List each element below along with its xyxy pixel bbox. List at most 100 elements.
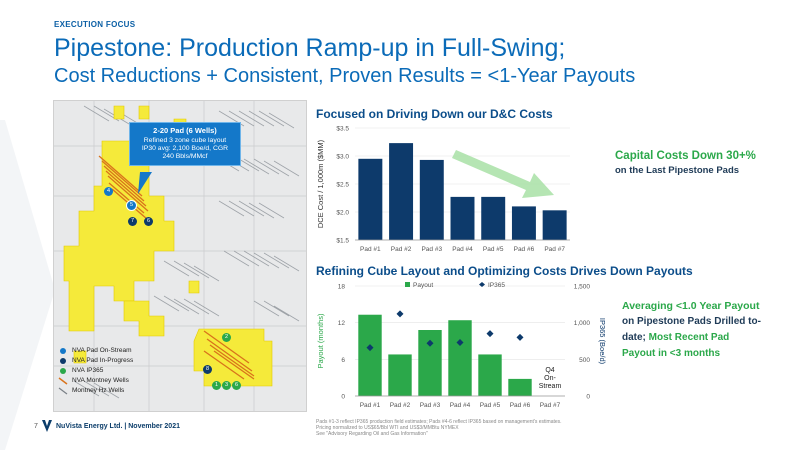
pad-marker-label: 6 — [144, 217, 153, 226]
legend-item: NVA Pad On-Stream — [58, 346, 133, 356]
payout-chart: 0 6 12 18 0 500 1,000 1,500 Payout (months) IP365… — [316, 282, 607, 409]
ip365-marker — [396, 310, 404, 318]
chart1-title: Focused on Driving Down our D&C Costs — [316, 107, 553, 121]
map-legend: NVA Pad On-Stream NVA Pad In-Progress NV… — [58, 346, 133, 396]
legend-label: NVA IP365 — [72, 367, 104, 374]
x-tick-label: Pad #1 — [360, 246, 381, 253]
annotation-line: on Pipestone Pads Drilled to- — [622, 316, 761, 327]
y-tick-label: $3.5 — [336, 126, 349, 133]
annotation-line: Payout in <3 months — [622, 348, 721, 359]
y-tick-label-left: 6 — [341, 357, 345, 364]
x-tick-label: Pad #7 — [540, 402, 561, 409]
callout-line: Refined 3 zone cube layout — [143, 137, 227, 144]
chart1-annotation: Capital Costs Down 30+% on the Last Pipe… — [615, 150, 756, 176]
chart2-annotation: Averaging <1.0 Year Payout on Pipestone … — [622, 298, 761, 362]
x-tick-label: Pad #5 — [483, 246, 504, 253]
legend-label: Payout — [413, 282, 433, 289]
legend-swatch-payout — [405, 282, 410, 287]
bar — [508, 378, 532, 396]
legend-swatch-ip365 — [479, 282, 485, 287]
pad-marker-label: 5 — [126, 200, 137, 211]
footnote-line: Pricing normalized to US$65/Bbl WTI and … — [316, 425, 459, 431]
pad7-note: Q4 — [545, 367, 554, 374]
callout-line: IP30 avg: 2,100 Boe/d, CGR — [141, 145, 229, 152]
ip365-marker — [366, 344, 374, 352]
pad-marker: 6 — [144, 209, 153, 227]
callout-title: 2-20 Pad (6 Wells) — [153, 126, 217, 135]
ip365-marker — [426, 339, 434, 347]
footnote-line: Pads #1-3 reflect IP365 production field… — [316, 419, 562, 425]
ip365-marker — [516, 333, 524, 341]
navy-dot-icon — [58, 358, 68, 364]
pad-marker-label: 4 — [104, 187, 113, 196]
callout-pointer — [138, 172, 152, 194]
bar — [389, 143, 414, 240]
page-subtitle: Cost Reductions + Consistent, Proven Res… — [54, 65, 636, 87]
annotation-line: Capital Costs Down 30+% — [615, 150, 756, 162]
pad-marker: 3 — [222, 373, 231, 391]
y-tick-label: $2.5 — [336, 182, 349, 189]
footnote: Pads #1-3 reflect IP365 production field… — [316, 419, 646, 437]
pad-marker-label: 2 — [222, 333, 231, 342]
orange-line-icon — [58, 377, 68, 385]
bar — [478, 354, 502, 396]
page-title: Pipestone: Production Ramp-up in Full-Sw… — [54, 34, 566, 62]
pad-marker-label: 6 — [232, 381, 241, 390]
pad7-note: Stream — [539, 383, 562, 390]
nuvista-logo-icon — [42, 420, 52, 432]
ip365-marker — [486, 330, 494, 338]
y-tick-label: $2.0 — [336, 210, 349, 217]
legend-label: Montney Hz Wells — [72, 387, 125, 394]
footer-company: NuVista Energy Ltd. | November 2021 — [56, 423, 180, 430]
pad-marker: 5 — [126, 193, 137, 211]
chart2-title: Refining Cube Layout and Optimizing Cost… — [316, 264, 693, 278]
pad-callout: 2-20 Pad (6 Wells) Refined 3 zone cube l… — [129, 122, 241, 166]
legend-label: IP365 — [488, 282, 505, 289]
pad7-note: On- — [544, 375, 556, 382]
legend-item: Montney Hz Wells — [58, 386, 133, 396]
ip365-marker — [456, 338, 464, 346]
pad-marker: 2 — [222, 325, 231, 343]
y-tick-label-left: 18 — [338, 284, 346, 291]
legend-label: NVA Pad In-Progress — [72, 357, 134, 364]
dc-cost-chart: $1.5 $2.0 $2.5 $3.0 $3.5 DCE Cost / 1,000m ($… — [316, 126, 570, 253]
light-blue-dot-icon — [58, 348, 68, 354]
pad-marker-label: 7 — [128, 217, 137, 226]
y-tick-label: $3.0 — [336, 154, 349, 161]
bar — [388, 354, 412, 396]
eyebrow-label: EXECUTION FOCUS — [54, 20, 136, 29]
green-dot-icon — [58, 368, 68, 374]
annotation-line: Most Recent Pad — [645, 332, 730, 343]
map-canvas — [54, 101, 306, 411]
pad-marker: 6 — [232, 373, 241, 391]
x-tick-label: Pad #3 — [420, 402, 441, 409]
y-tick-label-right: 500 — [579, 357, 590, 364]
y-axis-label-left: Payout (months) — [316, 313, 325, 369]
legend-label: NVA Pad On-Stream — [72, 347, 132, 354]
y-tick-label-right: 0 — [586, 394, 590, 401]
bar — [358, 158, 383, 240]
x-tick-label: Pad #4 — [452, 246, 473, 253]
x-tick-label: Pad #7 — [544, 246, 565, 253]
x-tick-label: Pad #6 — [510, 402, 531, 409]
y-axis-label: DCE Cost / 1,000m ($MM) — [316, 139, 325, 228]
bar — [419, 159, 444, 240]
y-tick-label: $1.5 — [336, 238, 349, 245]
y-tick-label-left: 0 — [341, 394, 345, 401]
pad-marker-label: 3 — [222, 381, 231, 390]
x-tick-label: Pad #3 — [421, 246, 442, 253]
legend-item: NVA Pad In-Progress — [58, 356, 133, 366]
x-tick-label: Pad #2 — [390, 402, 411, 409]
x-tick-label: Pad #4 — [450, 402, 471, 409]
page-number: 7 — [34, 423, 38, 430]
gray-line-icon — [58, 387, 68, 395]
pad-marker: 4 — [104, 179, 113, 197]
bar — [450, 196, 475, 240]
bar — [542, 210, 567, 240]
bar — [358, 314, 382, 396]
bar — [418, 330, 442, 396]
y-tick-label-right: 1,000 — [574, 320, 591, 327]
legend-label: NVA Montney Wells — [72, 377, 129, 384]
footnote-line: See "Advisory Regarding Oil and Gas Info… — [316, 431, 428, 437]
y-tick-label-left: 12 — [338, 320, 346, 327]
